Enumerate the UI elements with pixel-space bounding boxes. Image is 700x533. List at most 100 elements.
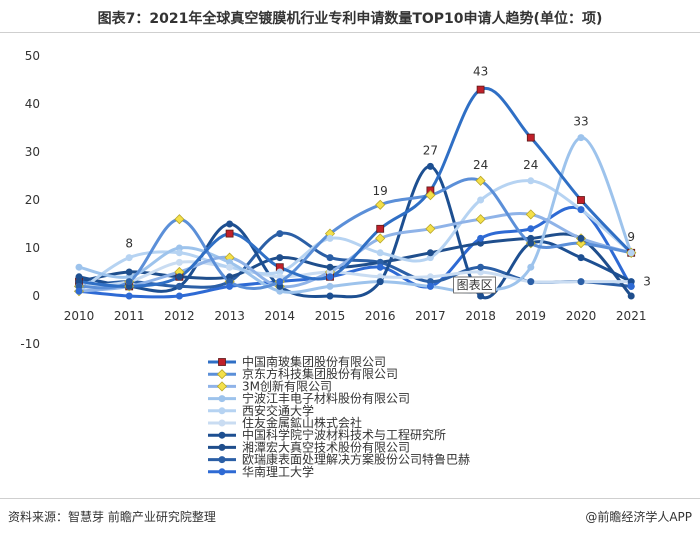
legend-label: 住友金属鉱山株式会社 <box>242 415 362 430</box>
series-point <box>375 199 386 210</box>
legend-marker <box>218 431 226 439</box>
x-tick-label: 2017 <box>415 309 446 323</box>
legend-item: 湘潭宏大真空技术股份有限公司 <box>208 439 410 454</box>
series-point <box>426 162 434 170</box>
series-point <box>175 292 183 300</box>
series-point <box>225 229 234 238</box>
data-label: 9 <box>627 230 635 244</box>
series-point <box>175 249 183 257</box>
series-point <box>125 292 133 300</box>
series-point <box>326 234 334 242</box>
legend-item: 京东方科技集团股份有限公司 <box>208 366 398 381</box>
series-point <box>276 287 284 295</box>
series-point <box>426 254 434 262</box>
series-point <box>425 223 436 234</box>
series-point <box>577 134 585 142</box>
y-tick-label: 20 <box>25 193 40 207</box>
series-point <box>577 278 585 286</box>
series-point <box>174 214 185 225</box>
legend-label: 3M创新有限公司 <box>242 378 332 393</box>
x-tick-label: 2018 <box>465 309 496 323</box>
series-point <box>375 233 386 244</box>
series-point <box>75 273 83 281</box>
x-tick-label: 2013 <box>214 309 245 323</box>
series-point <box>276 273 284 281</box>
legend-marker <box>218 456 226 464</box>
series-point <box>525 209 536 220</box>
series-point <box>226 278 234 286</box>
x-tick-label: 2011 <box>114 309 145 323</box>
legend-label: 湘潭宏大真空技术股份有限公司 <box>242 439 410 454</box>
data-label: 8 <box>125 237 133 251</box>
series-point <box>276 282 284 290</box>
footer-divider <box>0 498 700 499</box>
series-point <box>527 225 535 233</box>
series-point <box>175 244 183 252</box>
series-point <box>475 175 486 186</box>
x-tick-label: 2016 <box>365 309 396 323</box>
series-point <box>577 234 585 242</box>
series-point <box>326 273 334 281</box>
series-point <box>276 230 284 238</box>
series-point <box>475 214 486 225</box>
series-point <box>175 258 183 266</box>
legend-item: 中国南玻集团股份有限公司 <box>208 354 386 369</box>
series-line <box>77 260 633 288</box>
chart-area-label: 图表区 <box>457 278 493 292</box>
data-label: 24 <box>523 158 538 172</box>
legend-label: 中国南玻集团股份有限公司 <box>242 354 386 369</box>
series-point <box>527 263 535 271</box>
x-axis-ticks: 2010 2011 2012 2013 2014 2015 2016 2017 2018 2019… <box>64 309 647 323</box>
series-point <box>526 133 535 142</box>
chart-area-box <box>453 276 497 294</box>
data-labels: 8 19 27 43 24 24 33 9 3 <box>125 65 650 289</box>
legend-marker <box>218 468 226 476</box>
x-tick-label: 2014 <box>265 309 296 323</box>
legend-marker <box>218 395 226 403</box>
brand-note: @前瞻经济学人APP <box>585 510 692 524</box>
data-label: 33 <box>573 115 588 129</box>
series-point <box>376 278 384 286</box>
series-point <box>376 263 384 271</box>
series-markers <box>73 85 637 300</box>
series-point <box>376 249 384 257</box>
y-tick-label: 10 <box>25 241 40 255</box>
series-point <box>527 278 535 286</box>
series-point <box>477 234 485 242</box>
series-point <box>527 234 535 242</box>
x-tick-label: 2010 <box>64 309 95 323</box>
legend-marker <box>218 407 226 415</box>
legend-item: 中国科学院宁波材料技术与工程研究所 <box>208 427 446 442</box>
legend-item: 华南理工大学 <box>208 464 314 479</box>
data-label: 43 <box>473 65 488 79</box>
series-point <box>477 268 485 276</box>
series-point <box>477 263 485 271</box>
series-point <box>376 224 385 233</box>
series-point <box>426 273 434 281</box>
series-point <box>477 239 485 247</box>
series-point <box>326 263 334 271</box>
legend-label: 华南理工大学 <box>242 464 314 479</box>
legend-label: 宁波江丰电子材料股份有限公司 <box>242 391 410 406</box>
chart-title: 图表7：2021年全球真空镀膜机行业专利申请数量TOP10申请人趋势(单位：项) <box>97 11 603 27</box>
series-point <box>276 278 284 286</box>
y-axis-ticks: -10 0 10 20 30 40 50 <box>20 49 40 351</box>
y-tick-label: 0 <box>32 289 40 303</box>
series-point <box>376 273 384 281</box>
series-point <box>627 282 635 290</box>
legend-item: 宁波江丰电子材料股份有限公司 <box>208 391 410 406</box>
chart-area-tooltip: 图表区 <box>453 276 497 294</box>
y-tick-label: 30 <box>25 145 40 159</box>
series-point <box>125 273 133 281</box>
series-point <box>75 278 83 286</box>
series-point <box>326 254 334 262</box>
series-point <box>425 190 436 201</box>
series-point <box>527 177 535 185</box>
series-point <box>577 196 585 204</box>
series-point <box>75 263 83 271</box>
legend-marker <box>216 381 228 392</box>
y-tick-label: 40 <box>25 97 40 111</box>
series-point <box>577 254 585 262</box>
source-note: 资料来源：智慧芽 前瞻产业研究院整理 <box>8 510 216 524</box>
series-point <box>175 282 183 290</box>
